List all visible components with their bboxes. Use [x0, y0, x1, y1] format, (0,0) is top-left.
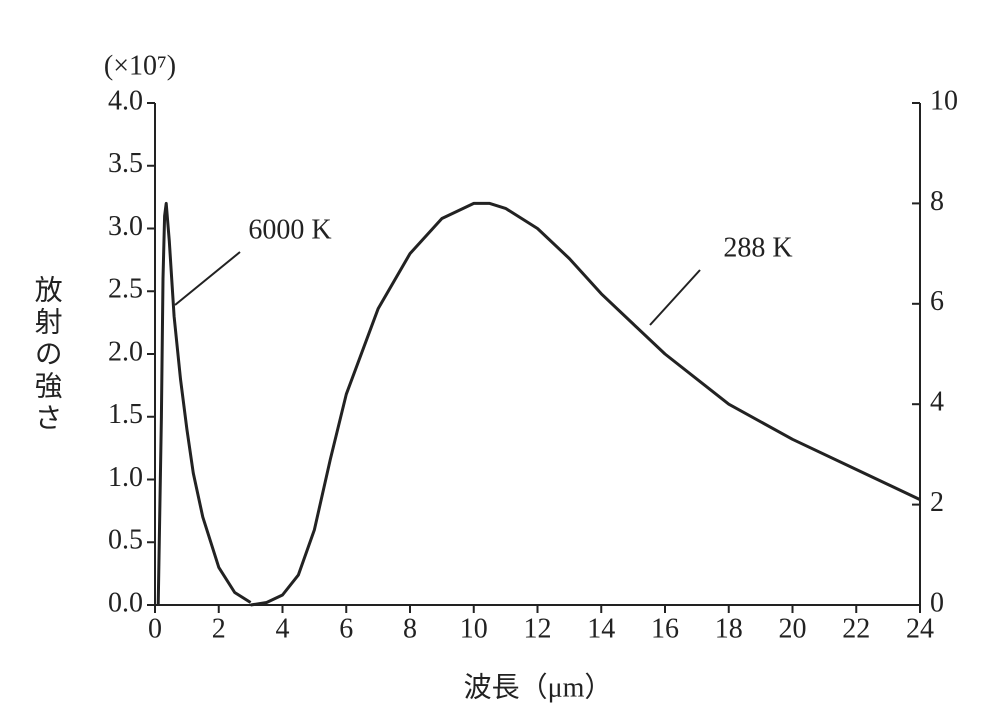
series-line: [156, 201, 252, 606]
x-tick-label: 22: [842, 613, 870, 644]
x-tick-label: 18: [715, 613, 743, 644]
x-tick-label: 14: [587, 613, 615, 644]
y-tick-label: 0.0: [108, 587, 143, 618]
series-label: 288 K: [723, 232, 792, 263]
x-tick-label: 6: [339, 613, 353, 644]
x-axis-label: 波長（μm）: [464, 671, 613, 703]
x-tick-label: 20: [779, 613, 807, 644]
y-tick-label: 2.0: [108, 336, 143, 367]
leader-line: [649, 269, 701, 326]
x-tick-label: 4: [276, 613, 290, 644]
y2-tick-label: 0: [930, 587, 944, 618]
leader-line: [174, 251, 241, 306]
y-tick-label: 1.5: [108, 399, 143, 430]
x-tick-label: 8: [403, 613, 417, 644]
x-tick-label: 10: [460, 613, 488, 644]
x-tick-label: 16: [651, 613, 679, 644]
y-axis-label: 放射の強さ: [31, 275, 63, 435]
y2-tick-label: 6: [930, 286, 944, 317]
y2-tick-label: 8: [930, 186, 944, 217]
y-tick-label: 0.5: [108, 525, 143, 556]
unit-label: (×10⁷): [104, 50, 176, 81]
series-line: [250, 201, 921, 607]
y-tick-label: 3.0: [108, 211, 143, 242]
x-tick-label: 12: [524, 613, 552, 644]
x-tick-label: 24: [906, 613, 934, 644]
y2-tick-label: 10: [930, 85, 958, 116]
y-tick-label: 3.5: [108, 148, 143, 179]
y2-tick-label: 4: [930, 387, 944, 418]
y-tick-label: 1.0: [108, 462, 143, 493]
y-tick-label: 2.5: [108, 274, 143, 305]
y2-tick-label: 2: [930, 487, 944, 518]
x-tick-label: 2: [212, 613, 226, 644]
x-tick-label: 0: [148, 613, 162, 644]
series-label: 6000 K: [248, 214, 331, 245]
y-tick-label: 4.0: [108, 85, 143, 116]
